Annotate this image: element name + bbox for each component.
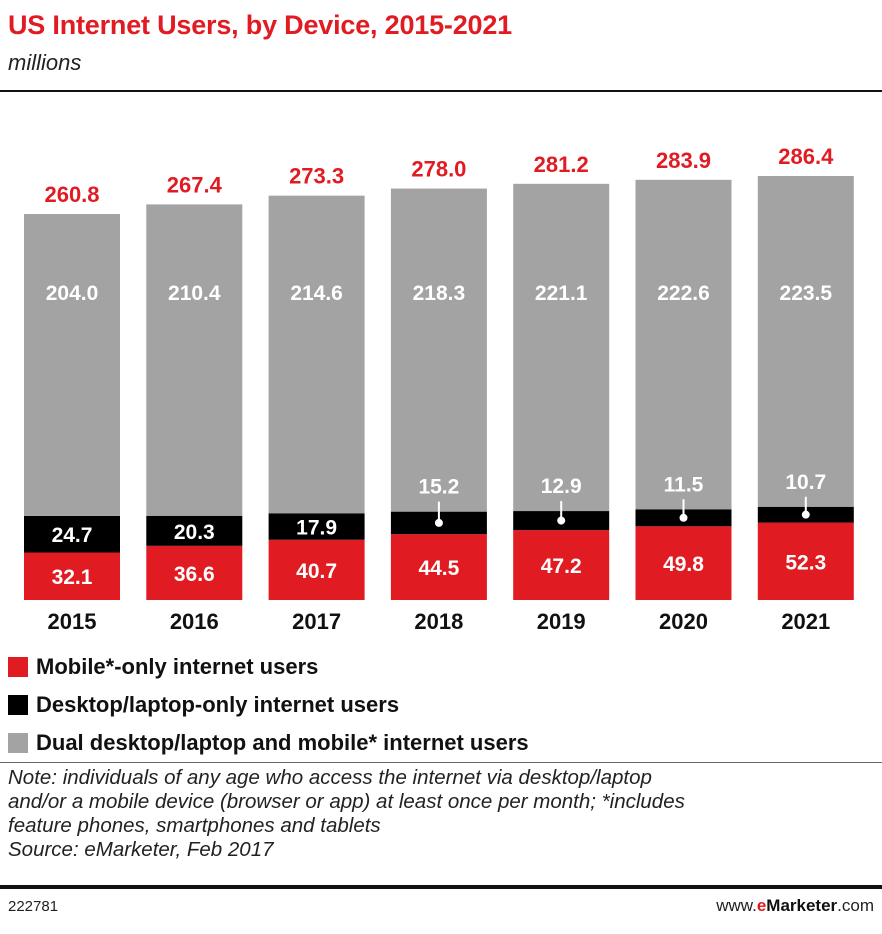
legend-label-dual: Dual desktop/laptop and mobile* internet… [36,730,529,755]
label-mobile-2018: 44.5 [418,557,459,580]
chart-id: 222781 [8,898,59,915]
x-tick-2017: 2017 [292,609,341,634]
brand-suffix: .com [837,896,874,915]
stacked-bar-chart: 32.1 24.7 204.0 260.8 2015 36.6 20.3 210.4 267.4… [24,144,854,634]
label-desktop-2019: 12.9 [541,475,582,498]
label-total-2021: 286.4 [778,144,834,169]
label-dual-2015: 204.0 [46,282,99,305]
note-line-1: Note: individuals of any age who access … [8,766,652,789]
legend-swatch-dual [8,733,28,753]
bar-mobile-2015 [24,552,120,600]
chart-note: Note: individuals of any age who access … [8,766,876,862]
bar-dual-2018 [390,188,487,512]
label-dual-2019: 221.1 [535,282,588,305]
bar-dual-2017 [268,195,365,514]
note-rule [0,762,882,763]
note-line-2: and/or a mobile device (browser or app) … [8,790,685,813]
brand-link[interactable]: www.eMarketer.com [716,896,874,916]
label-total-2018: 278.0 [411,157,466,182]
bar-dual-2015 [24,214,120,516]
chart-title: US Internet Users, by Device, 2015-2021 [8,10,512,40]
top-rule [0,90,882,92]
chart-legend: Mobile*-only internet users Desktop/lapt… [8,648,529,762]
label-mobile-2016: 36.6 [174,563,215,586]
label-mobile-2019: 47.2 [541,555,582,578]
brand-e: e [756,896,767,915]
label-total-2020: 283.9 [656,148,711,173]
bar-desktop-2015 [24,515,120,553]
bar-dual-2019 [513,183,610,512]
label-desktop-2021: 10.7 [785,471,826,494]
chart-subtitle: millions [8,50,82,75]
label-mobile-2015: 32.1 [52,566,93,589]
label-mobile-2020: 49.8 [663,553,704,576]
x-tick-2019: 2019 [537,609,586,634]
legend-swatch-mobile [8,657,28,677]
source-line: Source: eMarketer, Feb 2017 [8,838,274,861]
brand-name: Marketer [766,896,838,915]
bar-mobile-2020 [635,526,732,600]
x-tick-2018: 2018 [414,609,463,634]
x-tick-2016: 2016 [170,609,219,634]
x-tick-2015: 2015 [48,609,97,634]
bar-mobile-2018 [390,534,487,600]
label-desktop-2018: 15.2 [418,476,459,499]
label-dual-2016: 210.4 [168,282,221,305]
label-total-2015: 260.8 [44,182,99,207]
callout-dot-2018 [434,518,443,527]
label-mobile-2021: 52.3 [785,551,826,574]
label-desktop-2015: 24.7 [52,524,93,547]
bar-mobile-2017 [268,539,365,600]
legend-item-desktop: Desktop/laptop-only internet users [8,686,529,724]
legend-item-mobile: Mobile*-only internet users [8,648,529,686]
label-dual-2017: 214.6 [290,282,343,305]
callout-dot-2020 [679,513,688,522]
label-desktop-2020: 11.5 [664,473,704,496]
label-dual-2020: 222.6 [657,282,710,305]
callout-dot-2021 [801,510,810,519]
x-tick-2020: 2020 [659,609,708,634]
label-total-2019: 281.2 [534,152,589,177]
legend-swatch-desktop [8,695,28,715]
bar-mobile-2021 [757,522,854,600]
label-desktop-2017: 17.9 [296,517,337,540]
brand-prefix: www. [716,896,757,915]
label-dual-2018: 218.3 [413,282,466,305]
bar-desktop-2016 [146,515,243,546]
legend-label-mobile: Mobile*-only internet users [36,654,319,679]
legend-label-desktop: Desktop/laptop-only internet users [36,692,400,717]
bar-dual-2021 [757,175,854,507]
bottom-rule [0,885,882,889]
label-desktop-2016: 20.3 [174,521,215,544]
label-dual-2021: 223.5 [780,282,833,305]
bar-mobile-2019 [513,530,610,600]
label-total-2016: 267.4 [167,172,223,197]
bar-dual-2016 [146,204,243,516]
legend-item-dual: Dual desktop/laptop and mobile* internet… [8,724,529,762]
bar-mobile-2016 [146,545,243,600]
label-mobile-2017: 40.7 [296,560,337,583]
callout-dot-2019 [557,516,566,525]
x-tick-2021: 2021 [781,609,830,634]
label-total-2017: 273.3 [289,164,344,189]
bar-desktop-2017 [268,513,365,540]
bar-dual-2020 [635,179,732,510]
note-line-3: feature phones, smartphones and tablets [8,814,381,837]
